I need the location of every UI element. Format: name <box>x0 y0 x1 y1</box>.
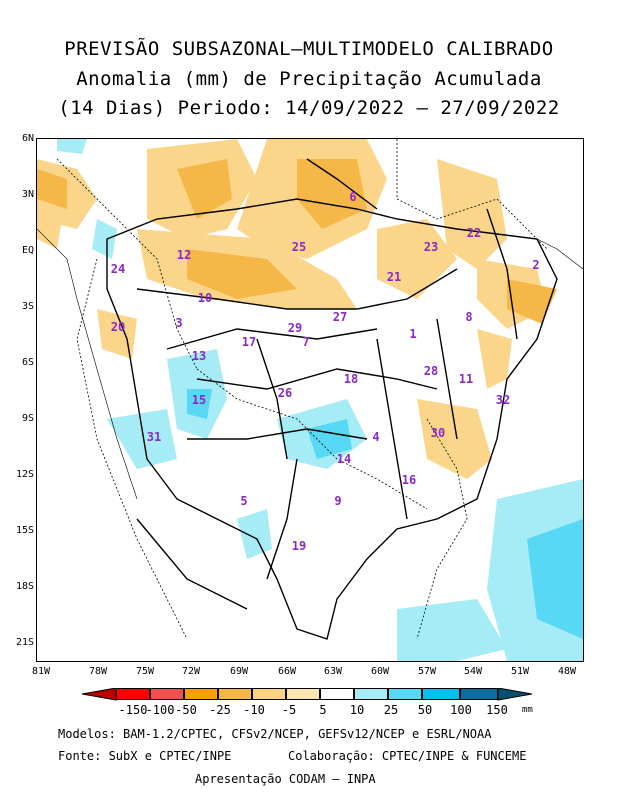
region-label-20: 20 <box>110 320 126 334</box>
region-label-12: 12 <box>176 248 192 262</box>
positive-anomaly-strong <box>187 389 583 639</box>
country-borders <box>56 139 548 640</box>
lon-label-51w: 51W <box>510 666 530 677</box>
lat-label-18s: 18S <box>15 581 34 592</box>
lon-label-81w: 81W <box>31 666 51 677</box>
lon-label-60w: 60W <box>370 666 390 677</box>
title-line-2: Anomalia (mm) de Precipitação Acumulada <box>76 68 542 90</box>
region-label-2: 2 <box>532 258 540 272</box>
lon-label-48w: 48W <box>557 666 577 677</box>
region-label-18: 18 <box>343 372 359 386</box>
region-label-6: 6 <box>349 190 357 204</box>
legend-tick: 10 <box>349 703 365 717</box>
legend-tick: 100 <box>450 703 472 717</box>
region-label-27: 27 <box>332 310 348 324</box>
lat-label-21s: 21S <box>15 637 34 648</box>
lat-label-3s: 3S <box>21 301 34 312</box>
legend-cell-1 <box>116 688 150 700</box>
region-label-22: 22 <box>466 226 482 240</box>
lat-label-9s: 9S <box>21 413 34 424</box>
region-label-1: 1 <box>409 327 417 341</box>
title-line-3: (14 Dias) Periodo: 14/09/2022 – 27/09/20… <box>58 97 560 119</box>
legend-cell-7 <box>320 688 354 700</box>
region-label-4: 4 <box>372 430 380 444</box>
legend-tick: 150 <box>486 703 508 717</box>
legend-tick: 50 <box>417 703 433 717</box>
precipitation-anomaly-map <box>36 138 584 662</box>
legend-tick: -10 <box>243 703 265 717</box>
legend-cell-2 <box>150 688 184 700</box>
region-label-24: 24 <box>110 262 126 276</box>
legend-cell-5 <box>252 688 286 700</box>
region-label-19: 19 <box>291 539 307 553</box>
legend-tick: -150 <box>118 703 148 717</box>
legend-tick: -100 <box>145 703 175 717</box>
legend-tick: -5 <box>281 703 297 717</box>
legend-cell-10 <box>422 688 460 700</box>
negative-anomaly-fill <box>37 139 547 479</box>
lat-label-6s: 6S <box>21 357 34 368</box>
region-label-10: 10 <box>197 291 213 305</box>
lon-label-75w: 75W <box>135 666 155 677</box>
negative-anomaly-strong <box>37 159 557 324</box>
region-label-26: 26 <box>277 386 293 400</box>
lon-label-54w: 54W <box>463 666 483 677</box>
legend-cell-8 <box>354 688 388 700</box>
basin-outlines <box>106 158 558 640</box>
region-label-17: 17 <box>241 335 257 349</box>
region-label-8: 8 <box>465 310 473 324</box>
region-label-14: 14 <box>336 452 352 466</box>
region-label-11: 11 <box>458 372 474 386</box>
legend-unit: mm <box>522 705 533 715</box>
region-label-28: 28 <box>423 364 439 378</box>
region-label-21: 21 <box>386 270 402 284</box>
lat-label-6n: 6N <box>21 133 34 144</box>
legend-cell-11 <box>460 688 498 700</box>
lon-label-57w: 57W <box>417 666 437 677</box>
lat-label-eq: EQ <box>21 245 34 256</box>
footer-models: Modelos: BAM-1.2/CPTEC, CFSv2/NCEP, GEFS… <box>58 727 492 741</box>
legend-cell-4 <box>218 688 252 700</box>
lon-label-72w: 72W <box>181 666 201 677</box>
region-label-13: 13 <box>191 349 207 363</box>
legend-tick: -25 <box>209 703 231 717</box>
legend-tick: 5 <box>319 703 327 717</box>
map-svg <box>37 139 583 661</box>
region-label-30: 30 <box>430 426 446 440</box>
legend-arrow-left <box>82 688 532 701</box>
legend-cell-3 <box>184 688 218 700</box>
region-label-32: 32 <box>495 393 511 407</box>
lon-label-63w: 63W <box>323 666 343 677</box>
coastline <box>37 228 583 500</box>
footer-source: Fonte: SubX e CPTEC/INPE <box>58 749 232 763</box>
region-label-5: 5 <box>240 494 248 508</box>
footer-collaboration: Colaboração: CPTEC/INPE & FUNCEME <box>288 749 527 763</box>
lon-label-66w: 66W <box>277 666 297 677</box>
lon-label-69w: 69W <box>229 666 249 677</box>
footer-presentation: Apresentação CODAM – INPA <box>195 772 376 786</box>
region-label-25: 25 <box>291 240 307 254</box>
color-legend <box>82 688 532 702</box>
legend-cell-6 <box>286 688 320 700</box>
lon-label-78w: 78W <box>88 666 108 677</box>
legend-tick: 25 <box>383 703 399 717</box>
legend-cell-9 <box>388 688 422 700</box>
region-label-3: 3 <box>175 316 183 330</box>
region-label-7: 7 <box>302 335 310 349</box>
region-label-31: 31 <box>146 430 162 444</box>
region-label-15: 15 <box>191 393 207 407</box>
title-line-1: PREVISÃO SUBSAZONAL–MULTIMODELO CALIBRAD… <box>64 38 554 60</box>
region-label-29: 29 <box>287 321 303 335</box>
region-label-9: 9 <box>334 494 342 508</box>
region-label-23: 23 <box>423 240 439 254</box>
legend-tick: -50 <box>175 703 197 717</box>
lat-label-3n: 3N <box>21 189 34 200</box>
lat-label-12s: 12S <box>15 469 34 480</box>
lat-label-15s: 15S <box>15 525 34 536</box>
region-label-16: 16 <box>401 473 417 487</box>
